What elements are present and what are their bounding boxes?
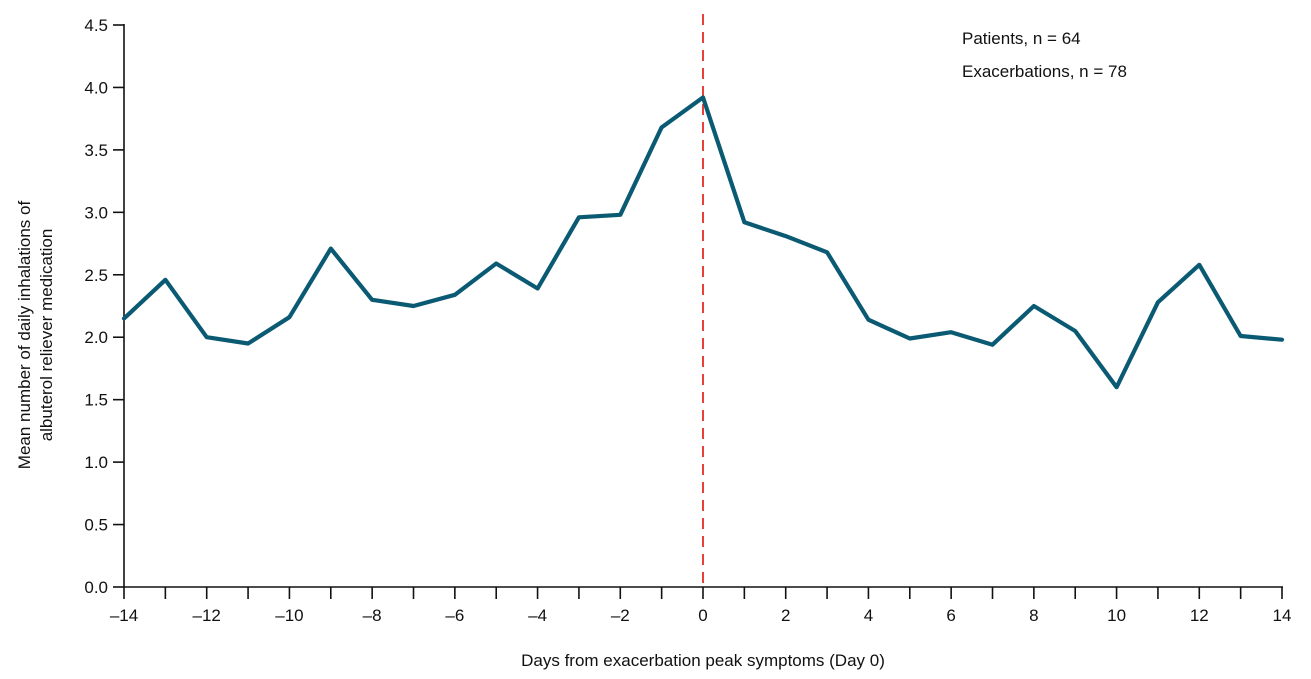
y-axis-title-line-2: albuterol reliever medication <box>37 229 56 442</box>
y-axis-title-line-1: Mean number of daily inhalations of <box>15 201 34 470</box>
x-tick-label: –6 <box>445 606 464 625</box>
x-tick-label: –4 <box>528 606 547 625</box>
y-tick-label: 2.5 <box>84 266 108 285</box>
annotation-exacerbations: Exacerbations, n = 78 <box>962 62 1127 81</box>
y-tick-label: 1.0 <box>84 453 108 472</box>
y-tick-label: 0.0 <box>84 578 108 597</box>
x-tick-label: 0 <box>698 606 707 625</box>
y-tick-label: 4.5 <box>84 16 108 35</box>
data-points <box>123 97 1283 388</box>
y-tick-label: 0.5 <box>84 516 108 535</box>
y-tick-label: 3.5 <box>84 141 108 160</box>
x-tick-label: –14 <box>110 606 138 625</box>
x-tick-label: –12 <box>193 606 221 625</box>
y-axis-ticks: 0.0 0.5 1.0 1.5 2.0 2.5 3.0 3.5 4.0 4.5 <box>84 16 124 597</box>
x-tick-label: 4 <box>864 606 873 625</box>
x-tick-label: 8 <box>1029 606 1038 625</box>
annotation-patients: Patients, n = 64 <box>962 29 1081 48</box>
x-tick-label: –10 <box>275 606 303 625</box>
y-tick-label: 1.5 <box>84 391 108 410</box>
y-tick-label: 2.0 <box>84 328 108 347</box>
x-tick-label: 2 <box>781 606 790 625</box>
x-axis-title: Days from exacerbation peak symptoms (Da… <box>521 651 885 670</box>
x-tick-label: –8 <box>363 606 382 625</box>
x-tick-label: 10 <box>1107 606 1126 625</box>
series-line <box>121 95 1285 390</box>
y-tick-label: 4.0 <box>84 78 108 97</box>
x-axis-ticks: –14 –12 –10 –8 –6 –4 –2 0 2 4 6 8 10 12 14 <box>110 587 1292 625</box>
x-tick-label: 14 <box>1273 606 1292 625</box>
x-tick-label: 6 <box>946 606 955 625</box>
x-tick-label: –2 <box>611 606 630 625</box>
x-tick-label: 12 <box>1190 606 1209 625</box>
y-tick-label: 3.0 <box>84 203 108 222</box>
